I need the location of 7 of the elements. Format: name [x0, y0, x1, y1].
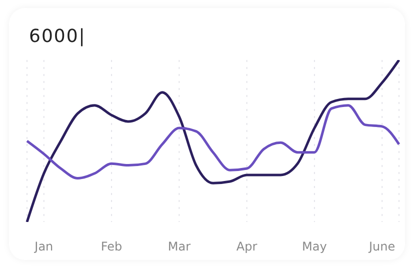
x-tick-label: June	[368, 240, 396, 254]
x-tick-label: Jan	[34, 240, 54, 254]
x-tick-label: Feb	[100, 240, 122, 254]
chart-title: 6000|	[29, 26, 86, 47]
x-tick-label: Mar	[168, 240, 191, 254]
x-tick-label: May	[302, 240, 327, 254]
x-tick-label: Apr	[236, 240, 258, 254]
